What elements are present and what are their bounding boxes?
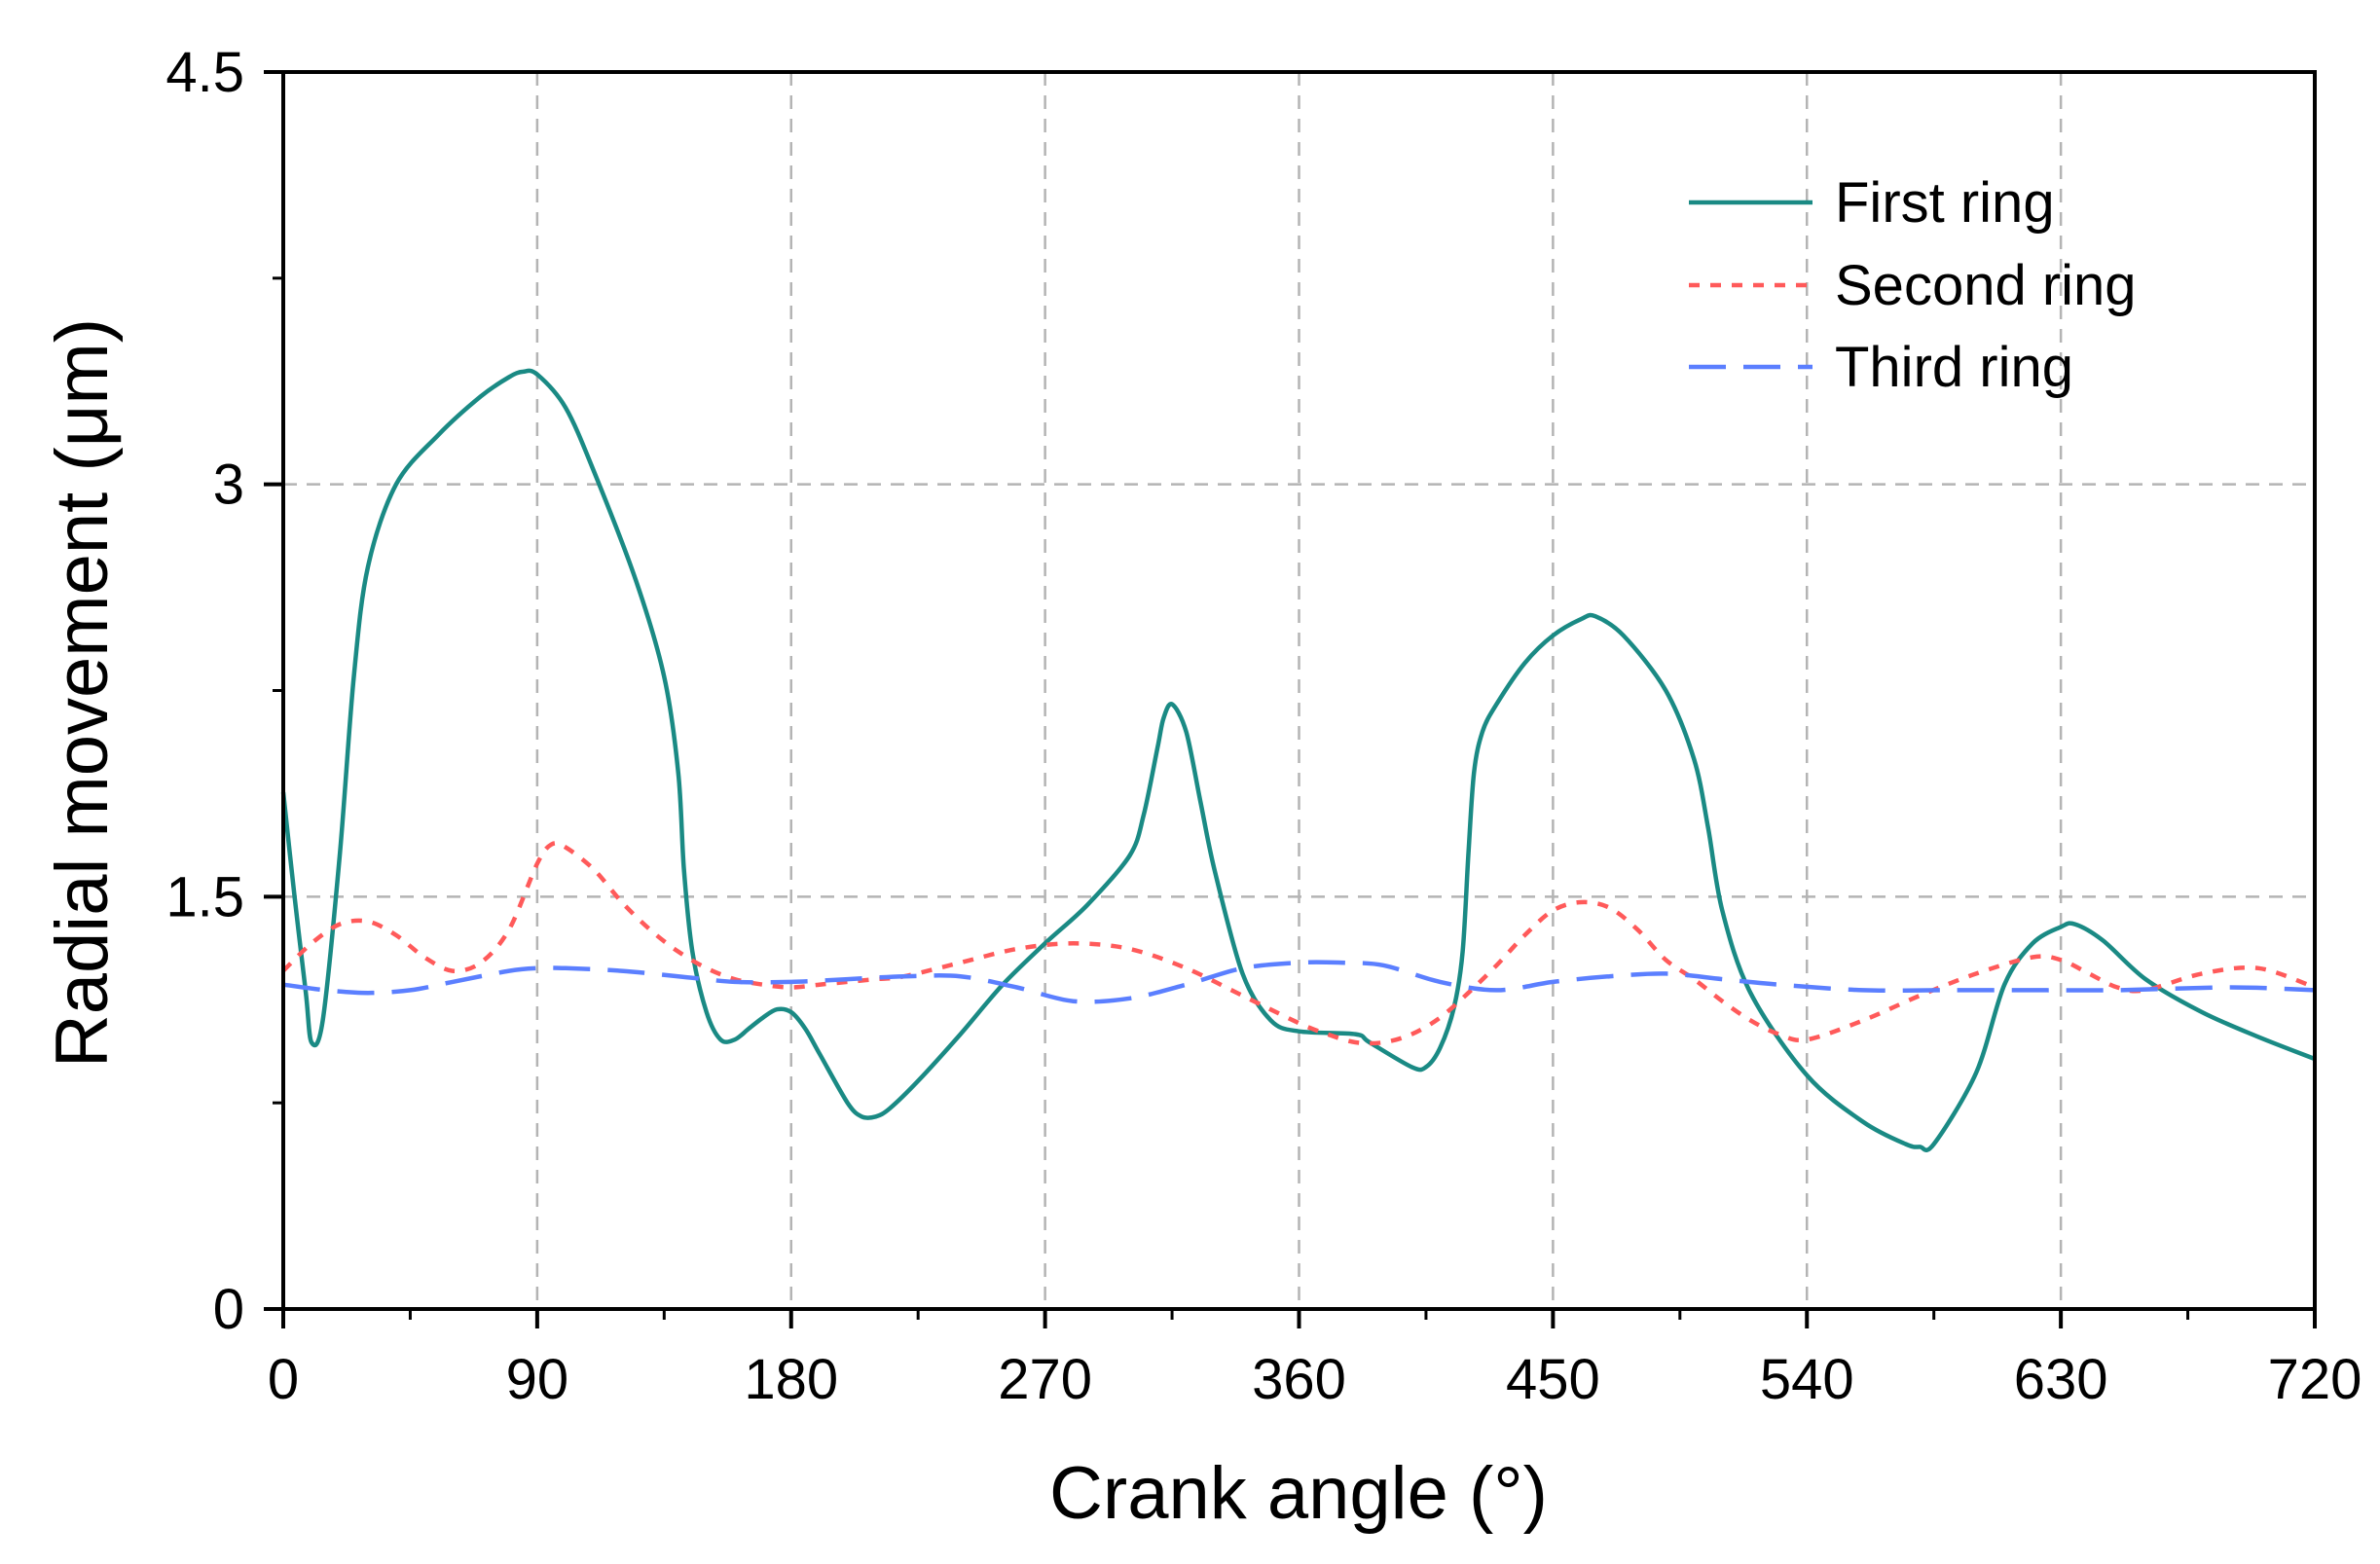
legend-label-third-ring: Third ring [1835,336,2073,399]
legend: First ring Second ring Third ring [1689,171,2137,399]
y-tick-label: 0 [213,1278,244,1341]
series-line-second-ring [281,841,2316,1046]
x-tick-label: 630 [2014,1348,2108,1411]
y-axis-title: Radial movement (μm) [41,318,124,1068]
y-tick-label: 4.5 [165,41,244,104]
grid-layer [283,72,2315,1309]
x-tick-label: 720 [2268,1348,2362,1411]
x-tick-label: 0 [268,1348,299,1411]
legend-label-second-ring: Second ring [1835,254,2137,317]
tick-layer: 0 90 180 270 360 450 540 630 720 0 1.5 3 4.5 [165,41,2362,1411]
x-tick-label: 270 [998,1348,1092,1411]
y-tick-label: 1.5 [165,865,244,928]
x-tick-label: 540 [1760,1348,1854,1411]
plot-frame [281,70,2317,1311]
y-tick-label: 3 [213,454,244,517]
legend-label-first-ring: First ring [1835,171,2055,235]
x-tick-label: 450 [1506,1348,1600,1411]
series-line-third-ring [282,960,2316,1004]
x-tick-label: 90 [506,1348,569,1411]
x-tick-label: 180 [744,1348,838,1411]
x-axis-title: Crank angle (°) [1049,1452,1548,1535]
x-tick-label: 360 [1252,1348,1346,1411]
series-layer [280,368,2316,1152]
